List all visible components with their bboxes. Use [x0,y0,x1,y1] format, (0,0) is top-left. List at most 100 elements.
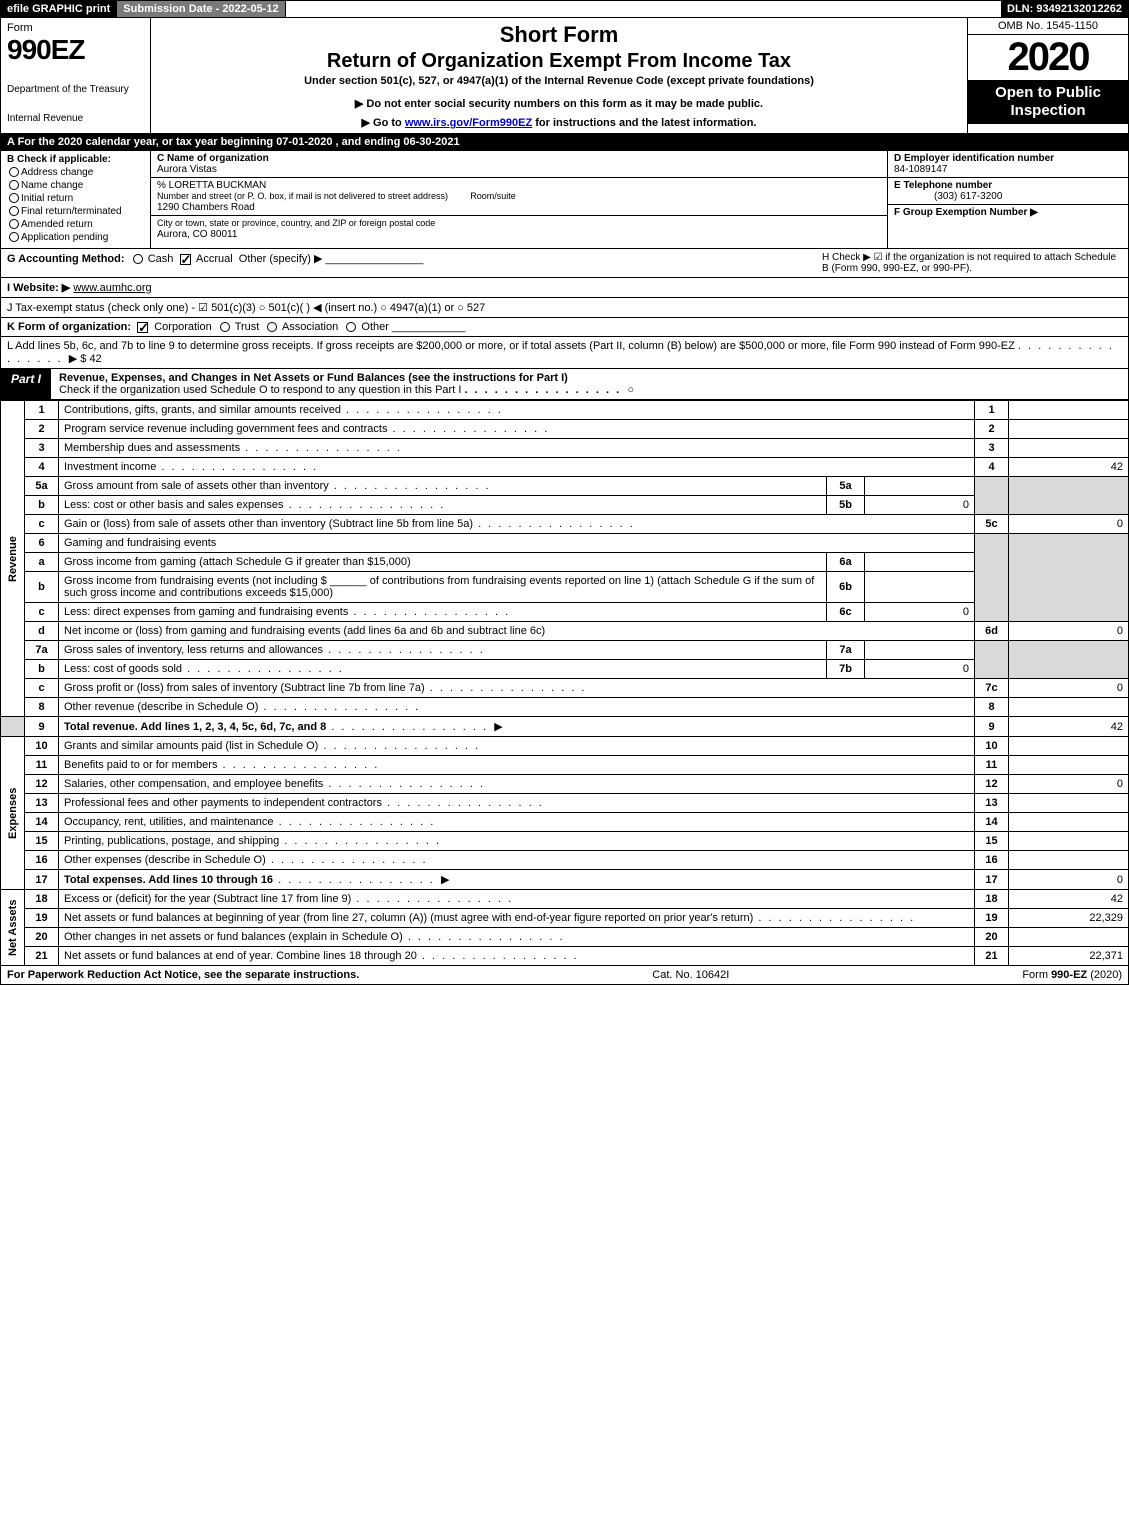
i6a: 6a [827,553,865,572]
period-strip: A For the 2020 calendar year, or tax yea… [0,134,1129,151]
lbl-cash: Cash [148,253,174,265]
n6: 6 [25,534,59,553]
d18 [351,893,513,905]
r19: 19 [975,909,1009,928]
ein-label: D Employer identification number [894,153,1054,164]
header-left: Form 990EZ Department of the Treasury In… [1,18,151,133]
d14 [274,816,436,828]
check-amended-return[interactable] [9,219,19,229]
open-to-public: Open to Public Inspection [968,80,1128,124]
group-exemption-label: F Group Exemption Number ▶ [894,207,1038,218]
dept-treasury: Department of the Treasury [7,84,144,95]
form-title: Return of Organization Exempt From Incom… [159,50,959,73]
r1: 1 [975,401,1009,420]
street-label: Number and street (or P. O. box, if mail… [157,191,448,201]
t18: Excess or (deficit) for the year (Subtra… [64,893,351,905]
tel-label: E Telephone number [894,180,992,191]
check-name-change[interactable] [9,180,19,190]
d8 [258,701,420,713]
v6d: 0 [1009,622,1129,641]
form-header: Form 990EZ Department of the Treasury In… [0,18,1129,134]
check-application-pending[interactable] [9,232,19,242]
t11: Benefits paid to or for members [64,759,217,771]
v14 [1009,813,1129,832]
lbl-final-return: Final return/terminated [21,206,122,217]
city-state-zip: Aurora, CO 80011 [157,229,237,240]
top-bar: efile GRAPHIC print Submission Date - 20… [0,0,1129,18]
t9: Total revenue. Add lines 1, 2, 3, 4, 5c,… [64,721,326,733]
t6b: Gross income from fundraising events (no… [59,572,827,603]
r11: 11 [975,756,1009,775]
footer-right: Form 990-EZ (2020) [1016,966,1128,984]
r20: 20 [975,928,1009,947]
n13: 13 [25,794,59,813]
t4: Investment income [64,461,156,473]
line-i-website: I Website: ▶ www.aumhc.org [0,278,1129,298]
col-c-org: C Name of organization Aurora Vistas % L… [151,151,888,248]
check-accrual[interactable] [180,254,191,265]
check-initial-return[interactable] [9,193,19,203]
n21: 21 [25,947,59,966]
efile-print[interactable]: efile GRAPHIC print [1,1,117,17]
part1-title-text: Revenue, Expenses, and Changes in Net As… [59,372,568,384]
sep-rev [1,717,25,737]
line-l-gross-receipts: L Add lines 5b, 6c, and 7b to line 9 to … [0,337,1129,369]
check-address-change[interactable] [9,167,19,177]
t7a: Gross sales of inventory, less returns a… [64,644,323,656]
check-final-return[interactable] [9,206,19,216]
d3 [240,442,402,454]
n5c: c [25,515,59,534]
d16 [266,854,428,866]
n16: 16 [25,851,59,870]
t14: Occupancy, rent, utilities, and maintena… [64,816,274,828]
a17: ▶ [441,874,449,886]
g-label: G Accounting Method: [7,253,125,265]
irs-link[interactable]: www.irs.gov/Form990EZ [405,117,532,129]
v15 [1009,832,1129,851]
i5b: 5b [827,496,865,515]
website-value[interactable]: www.aumhc.org [73,282,151,294]
shade5 [975,477,1009,515]
r9: 9 [975,717,1009,737]
tel-value: (303) 617-3200 [894,191,1002,202]
t6a: Gross income from gaming (attach Schedul… [59,553,827,572]
t6b1: Gross income from fundraising events (no… [64,575,327,587]
d2 [387,423,549,435]
omb-number: OMB No. 1545-1150 [968,18,1128,35]
lbl-other-method: Other (specify) ▶ [239,253,323,265]
v2 [1009,420,1129,439]
room-label: Room/suite [470,191,516,201]
r10: 10 [975,737,1009,756]
goto-line: ▶ Go to www.irs.gov/Form990EZ for instru… [159,116,959,129]
v5c: 0 [1009,515,1129,534]
n7b: b [25,660,59,679]
n5b: b [25,496,59,515]
part1-check-val[interactable]: ○ [627,384,634,396]
n7a: 7a [25,641,59,660]
n3: 3 [25,439,59,458]
t2: Program service revenue including govern… [64,423,387,435]
radio-trust[interactable] [220,322,230,332]
check-corporation[interactable] [137,322,148,333]
i7b: 7b [827,660,865,679]
t7c: Gross profit or (loss) from sales of inv… [64,682,425,694]
i5a: 5a [827,477,865,496]
t6: Gaming and fundraising events [59,534,975,553]
r6d: 6d [975,622,1009,641]
line-k-form-of-org: K Form of organization: Corporation Trus… [0,318,1129,337]
v19: 22,329 [1009,909,1129,928]
v20 [1009,928,1129,947]
r15: 15 [975,832,1009,851]
d10 [318,740,480,752]
n4: 4 [25,458,59,477]
radio-cash[interactable] [133,254,143,264]
dln: DLN: 93492132012262 [1001,1,1128,17]
radio-association[interactable] [267,322,277,332]
n5a: 5a [25,477,59,496]
n8: 8 [25,698,59,717]
d4 [156,461,318,473]
t12: Salaries, other compensation, and employ… [64,778,323,790]
lbl-application-pending: Application pending [21,232,108,243]
form-word: Form [7,22,144,34]
radio-other-org[interactable] [346,322,356,332]
